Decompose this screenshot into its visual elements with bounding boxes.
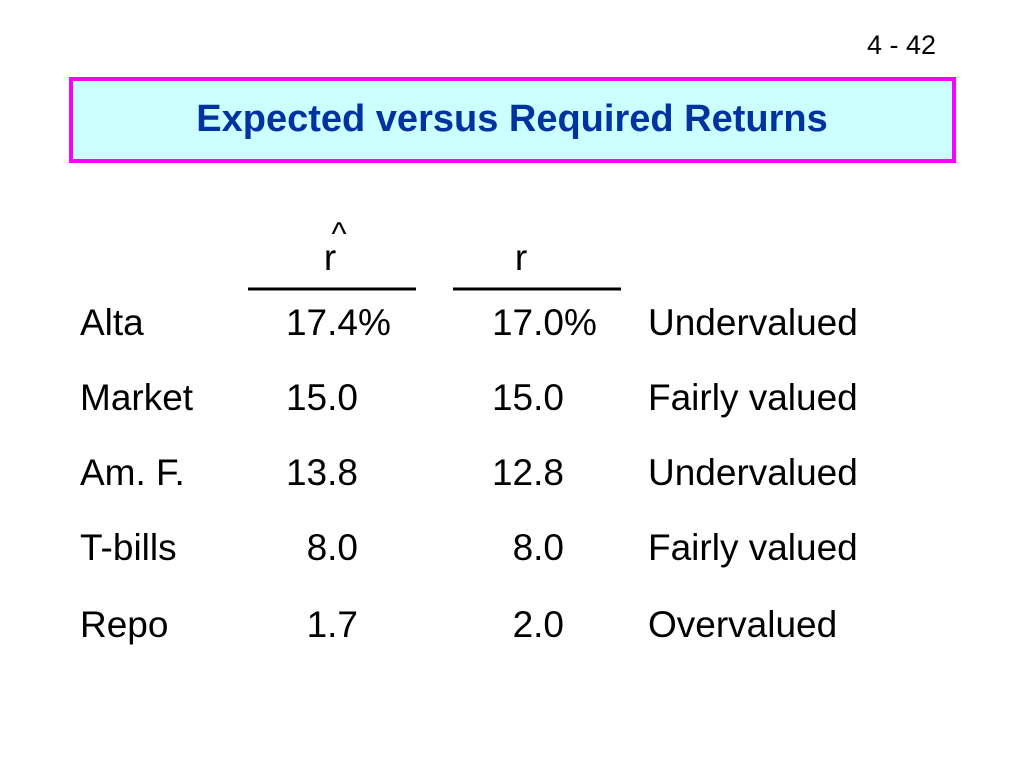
number-cell: 17.4% [286,302,391,343]
status-cell: Fairly valued [648,527,858,568]
status-cell: Fairly valued [648,377,858,418]
status-cell: Overvalued [648,604,837,645]
slide-title: Expected versus Required Returns [196,98,827,140]
row-label: T-bills [80,527,177,568]
number-cell: 17.0% [492,302,597,343]
number-cell: 1.7 [307,604,358,645]
column-header: r [324,237,336,278]
table-body: Alta 17.4% 17.0% Undervalued Market 15.0 15.0 F… [80,302,858,645]
number-cell: 8.0 [307,527,358,568]
hat-symbol: ^ [331,215,346,251]
row-label: Market [80,377,194,418]
status-cell: Undervalued [648,302,858,343]
number-cell: 2.0 [513,604,564,645]
number-cell: 13.8 [286,452,358,493]
number-cell: 8.0 [513,527,564,568]
number-cell: 12.8 [492,452,564,493]
status-cell: Undervalued [648,452,858,493]
title-box [69,77,956,163]
number-cell: 15.0 [492,377,564,418]
row-label: Am. F. [80,452,185,493]
row-label: Repo [80,604,168,645]
page-number: 4 - 42 [867,30,936,60]
number-cell: 15.0 [286,377,358,418]
row-label: Alta [80,302,144,343]
column-header: r [515,237,527,278]
